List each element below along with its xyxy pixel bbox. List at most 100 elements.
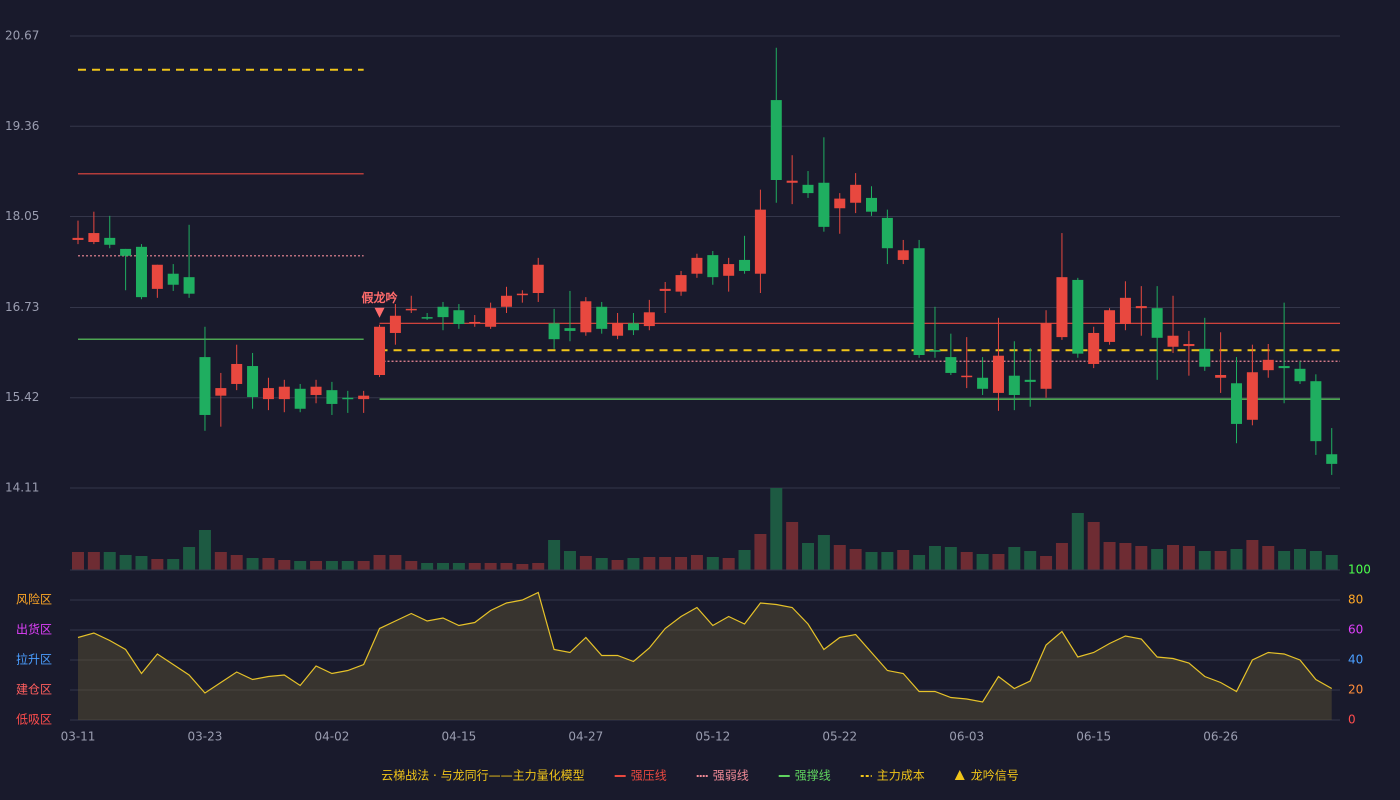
volume-bar — [246, 558, 259, 570]
candle-body — [1310, 381, 1322, 442]
volume-bar — [690, 555, 703, 570]
x-tick-label: 03-23 — [188, 730, 223, 744]
volume-bar — [1167, 545, 1180, 570]
y-tick-label: 16.73 — [5, 300, 39, 314]
candle-body — [1056, 277, 1068, 338]
candle-body — [691, 257, 703, 274]
candle-body — [358, 395, 370, 400]
candle-body — [945, 357, 957, 373]
candle-body — [374, 326, 386, 375]
candle-body — [580, 301, 592, 333]
x-tick-label: 04-02 — [314, 730, 349, 744]
volume-bar — [151, 559, 164, 570]
candle-body — [183, 277, 195, 294]
volume-bar — [627, 558, 640, 570]
volume-bar — [87, 552, 100, 570]
zone-label: 拉升区 — [16, 652, 52, 667]
volume-bar — [516, 564, 529, 570]
volume-bar — [389, 555, 402, 570]
volume-bar — [849, 549, 862, 570]
volume-bar — [675, 557, 688, 570]
zone-label: 建仓区 — [16, 683, 52, 697]
volume-bar — [421, 563, 434, 570]
candle-body — [834, 198, 846, 209]
volume-bar — [913, 555, 926, 570]
candle-body — [1008, 375, 1020, 395]
legend-label: 强弱线 — [713, 769, 749, 783]
candle-body — [72, 237, 84, 240]
legend-swatch — [954, 770, 965, 780]
legend-title: 云梯战法 · 与龙同行——主力量化模型 — [381, 769, 584, 783]
volume-bar — [183, 547, 196, 570]
volume-bar — [944, 547, 957, 570]
candle-body — [548, 323, 560, 340]
candle-body — [294, 388, 306, 409]
candle-body — [104, 237, 116, 245]
candle-body — [1104, 310, 1116, 342]
volume-bar — [897, 550, 910, 570]
candle-body — [437, 306, 449, 318]
volume-bar — [119, 555, 132, 570]
candle-body — [977, 377, 989, 389]
volume-bar — [659, 557, 672, 570]
candle-body — [1167, 335, 1179, 347]
volume-bar — [992, 554, 1005, 570]
candle-body — [120, 248, 132, 256]
candle-body — [88, 233, 100, 243]
candle-body — [1119, 297, 1131, 325]
volume-bar — [833, 545, 846, 570]
volume-bar — [103, 552, 116, 570]
candle-body — [564, 328, 576, 331]
volume-bar — [1198, 551, 1211, 570]
candle-body — [596, 306, 608, 329]
candle-body — [1231, 383, 1243, 424]
candle-body — [342, 397, 354, 400]
candle-body — [739, 259, 751, 271]
candle-body — [516, 293, 528, 296]
candle-body — [897, 250, 909, 260]
candle-body — [1183, 343, 1195, 347]
volume-bar — [1087, 522, 1100, 570]
candle-body — [310, 386, 322, 395]
volume-bar — [310, 561, 323, 570]
zone-label: 出货区 — [16, 622, 52, 637]
y2-tick-label: 80 — [1348, 593, 1363, 607]
candle-body — [1199, 348, 1211, 367]
volume-bar — [643, 557, 656, 570]
volume-bar — [373, 555, 386, 570]
volume-bar — [1293, 549, 1306, 570]
volume-bar — [976, 554, 989, 570]
candle-body — [866, 197, 877, 212]
x-tick-label: 05-22 — [822, 730, 857, 744]
x-tick-label: 06-03 — [949, 730, 984, 744]
candle-body — [231, 363, 243, 384]
volume-bar — [437, 563, 450, 570]
y-tick-label: 19.36 — [5, 119, 39, 133]
candle-body — [818, 182, 830, 227]
y2-tick-label: 20 — [1348, 683, 1363, 697]
volume-bar — [1071, 513, 1084, 570]
volume-bar — [484, 563, 497, 570]
volume-bar — [1055, 543, 1068, 570]
volume-bar — [1246, 540, 1259, 570]
legend-label: 强压线 — [631, 769, 667, 783]
candle-body — [659, 288, 671, 291]
candle-body — [326, 390, 338, 404]
candle-body — [1072, 279, 1084, 354]
y-tick-label: 18.05 — [5, 209, 39, 223]
indicator-line — [77, 591, 1333, 703]
volume-bar — [563, 551, 576, 570]
volume-bar — [1182, 546, 1195, 570]
candle-body — [1246, 372, 1258, 420]
candle-body — [627, 323, 639, 331]
volume-bar — [722, 558, 735, 570]
volume-bar — [1040, 556, 1053, 570]
volume-bar — [548, 540, 561, 570]
candle-body — [532, 264, 544, 294]
candle-body — [215, 388, 227, 396]
candle-body — [802, 184, 814, 194]
candle-body — [786, 180, 798, 183]
volume-bar — [294, 561, 307, 570]
candle-body — [1294, 368, 1306, 382]
